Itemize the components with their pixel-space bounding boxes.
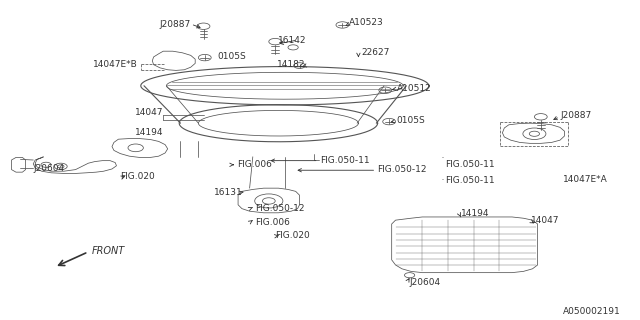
Text: 14047: 14047 (134, 108, 163, 116)
Text: J20604: J20604 (410, 278, 441, 287)
Text: 0105S: 0105S (397, 116, 426, 124)
Text: 14047E*A: 14047E*A (563, 175, 608, 184)
Text: 14182: 14182 (277, 60, 306, 68)
Text: FRONT: FRONT (92, 246, 125, 256)
Text: 14194: 14194 (461, 209, 490, 218)
Text: J20887: J20887 (159, 20, 191, 28)
Text: 16142: 16142 (278, 36, 307, 44)
Text: J20887: J20887 (560, 111, 591, 120)
Text: FIG.050-11: FIG.050-11 (445, 176, 495, 185)
Text: FIG.020: FIG.020 (120, 172, 155, 181)
Text: FIG.050-12: FIG.050-12 (378, 165, 427, 174)
Text: 14194: 14194 (134, 128, 163, 137)
Text: FIG.050-12: FIG.050-12 (255, 204, 304, 212)
Text: 16131: 16131 (214, 188, 243, 196)
Text: 0105S: 0105S (218, 52, 246, 60)
Text: FIG.006: FIG.006 (237, 160, 271, 169)
Text: FIG.020: FIG.020 (275, 231, 310, 240)
Text: A050002191: A050002191 (563, 307, 621, 316)
Text: 14047: 14047 (531, 216, 560, 225)
Text: A10512: A10512 (397, 84, 431, 92)
Text: FIG.050-11: FIG.050-11 (320, 156, 370, 164)
Text: FIG.006: FIG.006 (255, 218, 289, 227)
Text: J20604: J20604 (33, 164, 65, 172)
Text: FIG.050-11: FIG.050-11 (445, 160, 495, 169)
Text: A10523: A10523 (349, 18, 383, 27)
Text: 22627: 22627 (362, 48, 390, 57)
Text: 14047E*B: 14047E*B (93, 60, 138, 68)
